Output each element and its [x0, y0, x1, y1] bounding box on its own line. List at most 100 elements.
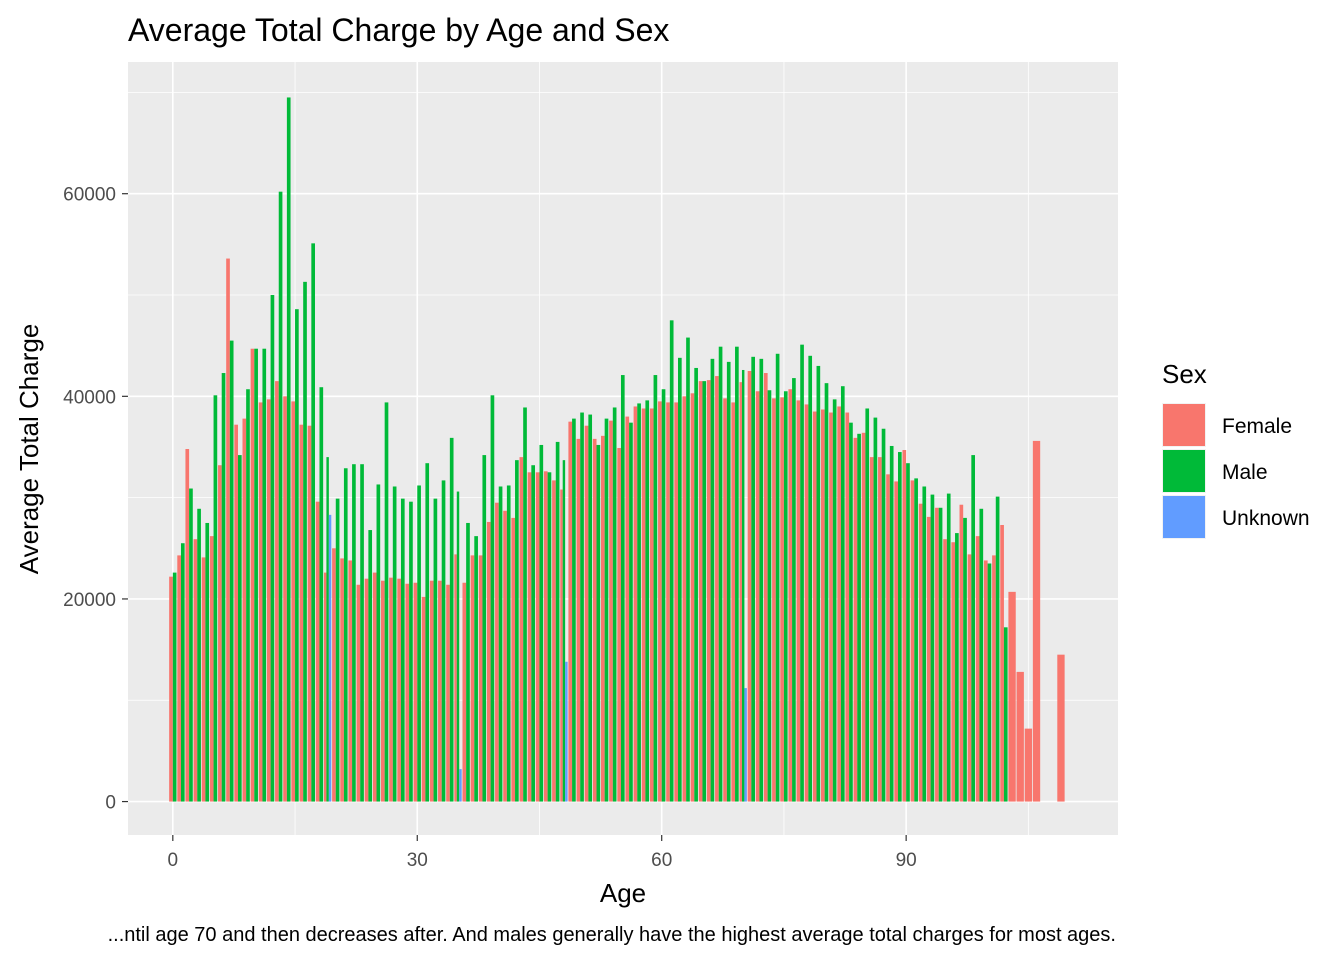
bar-female-age-66 — [706, 380, 711, 802]
bar-female-age-28 — [397, 578, 401, 802]
bar-female-age-25 — [372, 572, 377, 802]
bar-male-age-82 — [840, 386, 845, 802]
bar-female-age-72 — [755, 391, 760, 802]
bar-female-age-60 — [658, 401, 662, 802]
bar-male-age-102 — [1003, 627, 1008, 802]
bar-female-age-77 — [796, 400, 801, 802]
bar-male-age-78 — [808, 355, 813, 802]
bar-female-age-29 — [405, 583, 410, 802]
bar-male-age-69 — [735, 346, 739, 802]
bar-female-age-6 — [218, 465, 222, 802]
bar-female-age-56 — [625, 416, 630, 802]
bar-male-age-64 — [694, 367, 698, 802]
bar-male-age-12 — [270, 295, 275, 802]
legend-label-unknown: Unknown — [1222, 507, 1310, 530]
bar-female-age-21 — [340, 558, 344, 802]
bar-female-age-19 — [323, 572, 327, 802]
bar-female-age-65 — [698, 381, 703, 802]
bar-female-age-7 — [226, 258, 230, 802]
bar-female-age-33 — [438, 580, 442, 802]
bar-female-age-70 — [739, 382, 742, 802]
bar-female-age-97 — [959, 504, 964, 802]
bar-female-age-89 — [894, 481, 898, 802]
bar-female-age-106 — [1032, 440, 1041, 802]
bar-male-age-24 — [368, 530, 373, 802]
bar-female-age-96 — [951, 542, 956, 802]
bar-male-age-48 — [562, 460, 566, 802]
bar-male-age-59 — [653, 375, 658, 802]
bar-male-age-30 — [417, 485, 421, 802]
bar-female-age-87 — [878, 457, 882, 802]
bar-male-age-74 — [775, 353, 780, 802]
bar-male-age-72 — [759, 358, 764, 802]
legend-label-male: Male — [1222, 461, 1268, 484]
bar-female-age-57 — [633, 406, 638, 802]
bar-male-age-96 — [955, 533, 959, 802]
bar-female-age-44 — [527, 472, 532, 802]
bar-female-age-27 — [389, 577, 393, 802]
bar-female-age-10 — [250, 348, 255, 802]
bar-male-age-4 — [205, 522, 210, 802]
bar-male-age-20 — [335, 498, 340, 802]
bar-male-age-57 — [637, 403, 641, 802]
legend-label-female: Female — [1222, 415, 1292, 438]
bar-female-age-93 — [926, 516, 931, 802]
bar-male-age-67 — [718, 346, 723, 802]
bar-male-age-70 — [741, 369, 745, 802]
chart-title: Average Total Charge by Age and Sex — [128, 12, 669, 48]
bar-female-age-69 — [731, 402, 736, 802]
bar-male-age-37 — [474, 536, 478, 802]
bar-male-age-56 — [629, 422, 633, 802]
bar-female-age-42 — [511, 517, 516, 802]
bar-female-age-5 — [209, 536, 214, 802]
y-tick-label: 20000 — [63, 590, 116, 611]
legend-title: Sex — [1162, 359, 1207, 389]
bar-male-age-42 — [515, 460, 519, 802]
bar-male-age-80 — [824, 383, 829, 802]
bar-unknown-age-48 — [565, 661, 568, 802]
bar-male-age-5 — [213, 395, 218, 802]
bar-female-age-24 — [364, 578, 369, 802]
bar-male-age-77 — [800, 344, 804, 802]
bar-male-age-41 — [506, 485, 511, 802]
bar-female-age-23 — [356, 584, 361, 802]
bar-female-age-31 — [421, 596, 426, 802]
bar-female-age-3 — [193, 539, 198, 802]
bar-male-age-66 — [710, 358, 715, 802]
bar-female-age-52 — [592, 438, 597, 802]
bar-unknown-age-70 — [744, 688, 747, 802]
bar-female-age-74 — [772, 398, 776, 802]
bar-male-age-76 — [792, 378, 796, 802]
bar-female-age-38 — [478, 555, 483, 802]
bar-female-age-49 — [568, 421, 573, 802]
x-tick-label: 60 — [651, 850, 672, 871]
bar-male-age-63 — [686, 337, 690, 802]
y-tick-label: 60000 — [63, 185, 116, 206]
bar-male-age-81 — [832, 399, 837, 802]
bar-female-age-9 — [242, 418, 247, 802]
bar-female-age-67 — [715, 376, 719, 802]
bar-male-age-36 — [466, 522, 470, 802]
bar-female-age-101 — [992, 555, 996, 802]
bar-male-age-47 — [555, 441, 560, 802]
bar-female-age-55 — [617, 447, 621, 802]
bar-male-age-43 — [523, 407, 527, 802]
bar-female-age-11 — [258, 402, 263, 802]
bar-male-age-40 — [498, 486, 503, 802]
bar-female-age-43 — [519, 457, 524, 802]
bar-female-age-1 — [177, 555, 181, 802]
bar-male-age-91 — [914, 478, 918, 802]
y-axis: 0 20000 40000 60000 — [63, 185, 128, 814]
bar-female-age-17 — [307, 425, 312, 802]
bar-female-age-54 — [609, 420, 613, 802]
bar-male-age-49 — [572, 418, 576, 802]
x-tick-label: 0 — [168, 850, 179, 871]
bar-male-age-90 — [906, 463, 910, 802]
bar-female-age-104 — [1016, 671, 1024, 802]
bar-female-age-26 — [381, 580, 385, 802]
y-tick-label: 0 — [105, 793, 116, 814]
bar-female-age-36 — [462, 582, 467, 802]
bar-male-age-73 — [767, 390, 772, 802]
bar-male-age-51 — [588, 414, 593, 802]
bar-female-age-12 — [266, 399, 271, 802]
